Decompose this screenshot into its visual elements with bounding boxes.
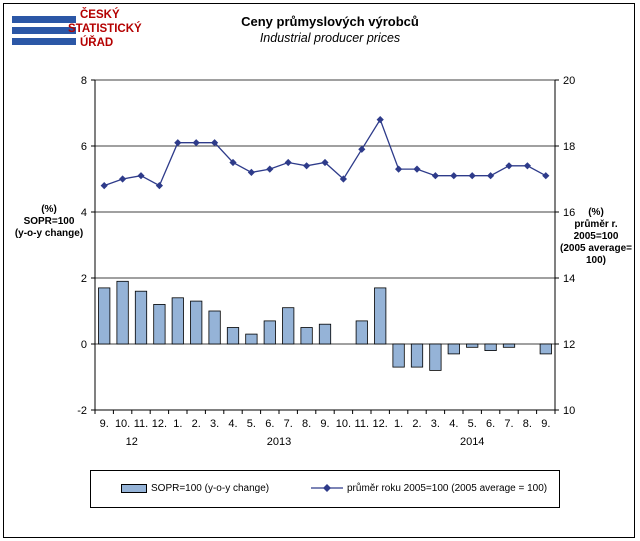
year-label: 2014	[460, 436, 484, 448]
x-axis-tick-label: 8.	[302, 418, 311, 430]
x-axis-tick-label: 3.	[210, 418, 219, 430]
line-point	[137, 172, 144, 179]
bar	[227, 328, 238, 345]
legend-line-swatch	[311, 482, 343, 494]
right-axis-title-line: (%)	[554, 207, 638, 219]
left-axis-tick-label: 0	[81, 339, 87, 351]
line-point	[487, 172, 494, 179]
right-axis-tick-label: 10	[563, 405, 575, 417]
x-axis-tick-label: 8.	[523, 418, 532, 430]
right-axis-title-line: průměr r.	[554, 219, 638, 231]
bar	[411, 344, 422, 367]
line-point	[413, 166, 420, 173]
right-axis-title-line: 100)	[554, 255, 638, 267]
line-point	[119, 175, 126, 182]
bar	[135, 291, 146, 344]
bar	[466, 344, 477, 347]
x-axis-tick-label: 9.	[100, 418, 109, 430]
bar	[374, 288, 385, 344]
left-axis-tick-label: 6	[81, 141, 87, 153]
left-axis-tick-label: -2	[77, 405, 87, 417]
bar	[540, 344, 551, 354]
x-axis-tick-label: 11.	[134, 418, 148, 430]
x-axis-tick-label: 5.	[247, 418, 256, 430]
x-axis-tick-label: 7.	[284, 418, 293, 430]
bar	[117, 281, 128, 344]
line-point	[505, 162, 512, 169]
line-point	[469, 172, 476, 179]
line-point	[395, 166, 402, 173]
x-axis-tick-label: 4.	[228, 418, 237, 430]
line-point	[450, 172, 457, 179]
left-axis-title: (%) SOPR=100 (y-o-y change)	[8, 204, 90, 240]
line-point	[156, 182, 163, 189]
x-axis-tick-label: 6.	[486, 418, 495, 430]
line-point	[377, 116, 384, 123]
line-point	[174, 139, 181, 146]
line-point	[524, 162, 531, 169]
bar	[301, 328, 312, 345]
right-axis-tick-label: 18	[563, 141, 575, 153]
left-axis-tick-label: 2	[81, 273, 87, 285]
legend-bar-label: SOPR=100 (y-o-y change)	[151, 483, 269, 494]
right-axis-tick-label: 20	[563, 75, 575, 87]
bar	[172, 298, 183, 344]
bar	[503, 344, 514, 347]
x-axis-tick-label: 7.	[504, 418, 513, 430]
x-axis-tick-label: 10.	[336, 418, 351, 430]
right-axis-tick-label: 14	[563, 273, 575, 285]
line-point	[285, 159, 292, 166]
left-axis-tick-label: 8	[81, 75, 87, 87]
line-point	[101, 182, 108, 189]
x-axis-tick-label: 2.	[412, 418, 421, 430]
x-axis-tick-label: 12.	[152, 418, 167, 430]
x-axis-tick-label: 9.	[320, 418, 329, 430]
chart-canvas: -2024681012141618209. 10. 11. 12. 1. 2. 3. 4. 5.…	[0, 0, 640, 541]
x-axis-tick-label: 9.	[541, 418, 550, 430]
left-axis-title-line: (%)	[8, 204, 90, 216]
legend-line-label: průměr roku 2005=100 (2005 average = 100…	[347, 483, 547, 494]
bar	[393, 344, 404, 367]
legend: SOPR=100 (y-o-y change) průměr roku 2005…	[90, 470, 560, 508]
bar	[190, 301, 201, 344]
x-axis-tick-label: 12.	[373, 418, 388, 430]
left-axis-title-line: SOPR=100	[8, 216, 90, 228]
x-axis-tick-label: 10.	[115, 418, 130, 430]
left-axis-title-line: (y-o-y change)	[8, 228, 90, 240]
legend-bar-swatch	[121, 484, 147, 493]
x-axis-tick-label: 1.	[173, 418, 182, 430]
right-axis-title-line: (2005 average=	[554, 243, 638, 255]
bar	[448, 344, 459, 354]
x-axis-tick-label: 4.	[449, 418, 458, 430]
bar	[209, 311, 220, 344]
x-axis-tick-label: 11.	[355, 418, 369, 430]
bar	[98, 288, 109, 344]
line-point	[193, 139, 200, 146]
line-point	[303, 162, 310, 169]
bar	[154, 304, 165, 344]
right-axis-title: (%) průměr r. 2005=100 (2005 average= 10…	[554, 207, 638, 267]
x-axis-tick-label: 5.	[468, 418, 477, 430]
bar	[485, 344, 496, 351]
line-point	[266, 166, 273, 173]
bar	[246, 334, 257, 344]
line-point	[542, 172, 549, 179]
bar	[282, 308, 293, 344]
bar	[356, 321, 367, 344]
x-axis-tick-label: 6.	[265, 418, 274, 430]
right-axis-tick-label: 12	[563, 339, 575, 351]
line-point	[248, 169, 255, 176]
x-axis-tick-label: 3.	[431, 418, 440, 430]
x-axis-tick-label: 1.	[394, 418, 403, 430]
right-axis-title-line: 2005=100	[554, 231, 638, 243]
bar	[264, 321, 275, 344]
series-line	[104, 120, 546, 186]
line-point	[358, 146, 365, 153]
bar	[319, 324, 330, 344]
bar	[430, 344, 441, 370]
x-axis-tick-label: 2.	[192, 418, 201, 430]
line-point	[432, 172, 439, 179]
year-label: 12	[126, 436, 138, 448]
year-label: 2013	[267, 436, 291, 448]
